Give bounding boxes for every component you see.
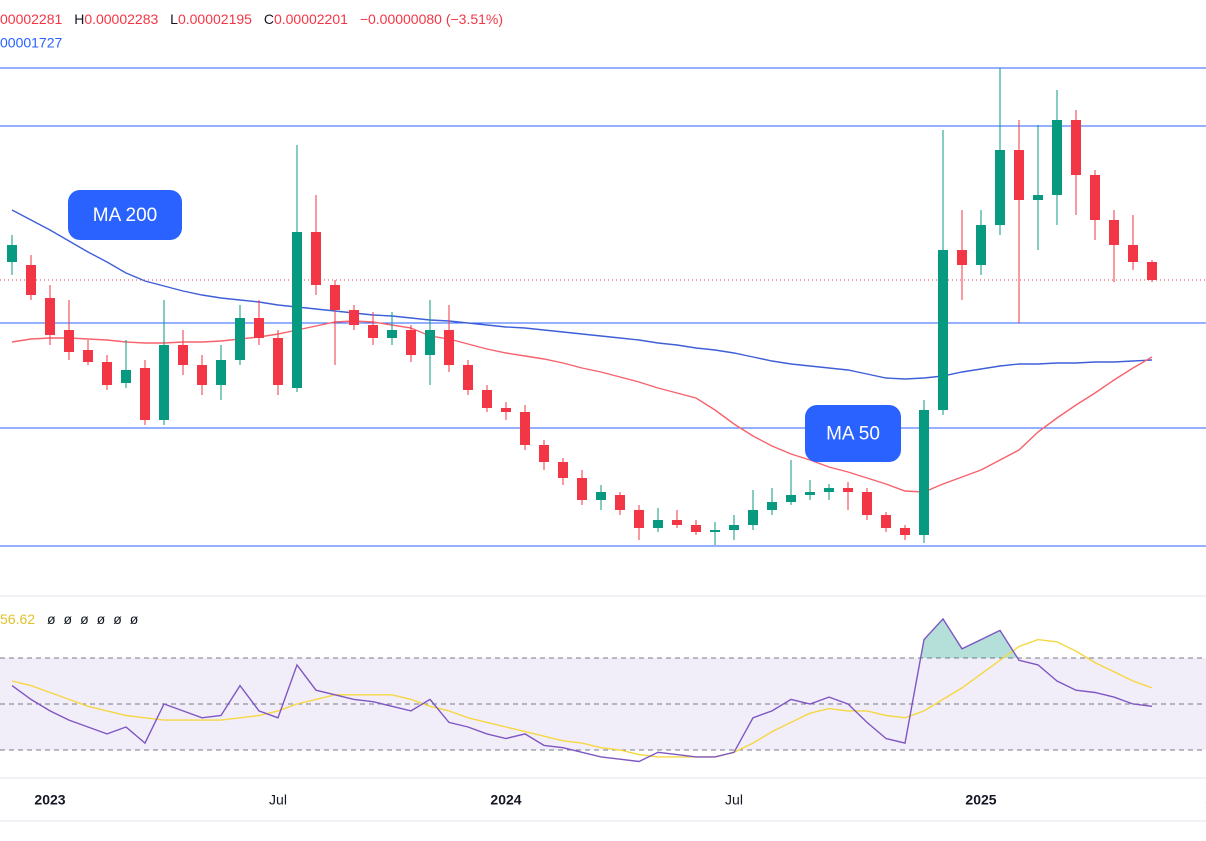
candle-body bbox=[843, 488, 853, 492]
candle-body bbox=[824, 488, 834, 492]
ohlc-header: 00002281 H0.00002283 L0.00002195 C0.0000… bbox=[0, 11, 503, 27]
candle-body bbox=[83, 350, 93, 362]
candle-body bbox=[121, 370, 131, 383]
ma-callout-label: MA 200 bbox=[93, 205, 157, 226]
candle-body bbox=[672, 520, 682, 525]
candle-body bbox=[197, 365, 207, 385]
candle-body bbox=[767, 502, 777, 510]
candle-body bbox=[1128, 245, 1138, 262]
candle-body bbox=[919, 410, 929, 535]
x-tick-label: 2023 bbox=[34, 792, 65, 808]
candle-body bbox=[596, 492, 606, 500]
candle-body bbox=[254, 318, 264, 338]
candle-body bbox=[1147, 262, 1157, 280]
low-value: 0.00002195 bbox=[178, 11, 252, 27]
candle-body bbox=[881, 515, 891, 528]
candle-body bbox=[406, 330, 416, 355]
high-value: 0.00002283 bbox=[84, 11, 158, 27]
low-label: L bbox=[170, 11, 178, 27]
candle-body bbox=[938, 250, 948, 410]
rsi-value: 56.62 bbox=[0, 611, 35, 627]
candle-body bbox=[691, 525, 701, 532]
candle-body bbox=[710, 530, 720, 532]
candle-body bbox=[1033, 195, 1043, 200]
candle-body bbox=[501, 408, 511, 412]
legend-symbol: ø bbox=[130, 611, 139, 627]
x-tick-label: 2024 bbox=[490, 792, 521, 808]
close-value: 0.00002201 bbox=[274, 11, 348, 27]
x-tick-label: 2025 bbox=[965, 792, 996, 808]
candle-body bbox=[425, 330, 435, 355]
candle-body bbox=[634, 510, 644, 528]
legend-symbol: ø bbox=[64, 611, 73, 627]
candle-body bbox=[539, 445, 549, 462]
candle-body bbox=[387, 330, 397, 338]
candle-body bbox=[7, 245, 17, 262]
change: −0.00000080 (−3.51%) bbox=[360, 11, 503, 27]
candle-body bbox=[330, 285, 340, 310]
candle-body bbox=[577, 478, 587, 500]
candle-body bbox=[216, 360, 226, 385]
candle-body bbox=[995, 150, 1005, 225]
candle-body bbox=[178, 345, 188, 365]
candle-body bbox=[444, 330, 454, 365]
candle-body bbox=[615, 495, 625, 510]
candle-body bbox=[729, 525, 739, 530]
candle-body bbox=[1052, 120, 1062, 195]
x-tick-label: Jul bbox=[725, 792, 743, 808]
rsi-line bbox=[11, 638, 1153, 758]
candle-body bbox=[482, 390, 492, 408]
rsi-line bbox=[11, 617, 1153, 763]
candle-body bbox=[311, 232, 321, 285]
candle-body bbox=[64, 330, 74, 352]
high-label: H bbox=[74, 11, 84, 27]
candle-body bbox=[1014, 150, 1024, 200]
candle-body bbox=[140, 368, 150, 420]
candle-body bbox=[1090, 175, 1100, 220]
candle-body bbox=[1071, 120, 1081, 175]
candle-body bbox=[805, 492, 815, 495]
candle-body bbox=[349, 310, 359, 325]
legend-symbol: ø bbox=[97, 611, 106, 627]
candle-body bbox=[292, 232, 302, 388]
legend-symbol: ø bbox=[113, 611, 122, 627]
legend-symbol: ø bbox=[80, 611, 89, 627]
candle-body bbox=[786, 495, 796, 502]
ma-value: 00001727 bbox=[0, 35, 63, 51]
open-value: 00002281 bbox=[0, 11, 63, 27]
candle-body bbox=[368, 325, 378, 338]
ma-callout bbox=[68, 190, 182, 240]
candle-body bbox=[463, 365, 473, 390]
close-label: C bbox=[264, 11, 274, 27]
ma-callout bbox=[805, 405, 901, 462]
ma-callout-label: MA 50 bbox=[826, 424, 880, 445]
candle-body bbox=[957, 250, 967, 265]
chart-layers: MA 200 MA 50 bbox=[0, 67, 1206, 763]
candle-body bbox=[653, 520, 663, 528]
candle-body bbox=[1109, 220, 1119, 245]
candle-body bbox=[900, 528, 910, 535]
candle-body bbox=[976, 225, 986, 265]
candle-body bbox=[862, 492, 872, 515]
ma-line bbox=[11, 320, 1153, 493]
candle-body bbox=[26, 265, 36, 295]
candle-body bbox=[748, 510, 758, 525]
legend-symbol: ø bbox=[47, 611, 56, 627]
candle-body bbox=[273, 338, 283, 385]
x-tick-label: Jul bbox=[269, 792, 287, 808]
candle-body bbox=[520, 412, 530, 445]
candle-body bbox=[558, 462, 568, 478]
candle-body bbox=[102, 362, 112, 385]
ma-line bbox=[11, 209, 1153, 380]
candle-body bbox=[235, 318, 245, 360]
candle-body bbox=[159, 345, 169, 420]
candle-body bbox=[45, 298, 55, 335]
